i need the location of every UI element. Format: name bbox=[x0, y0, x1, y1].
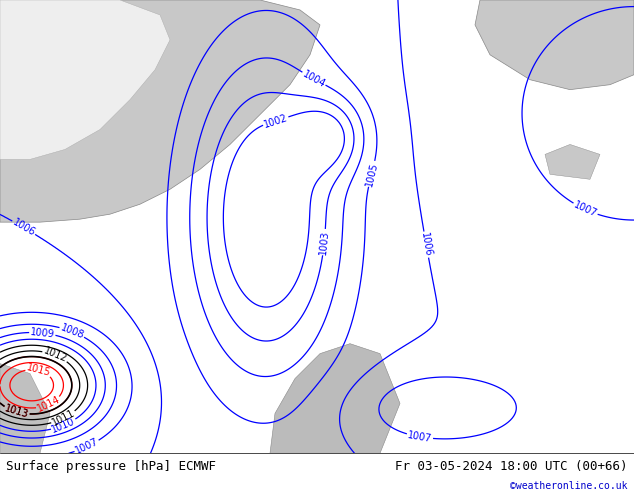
Text: Surface pressure [hPa] ECMWF: Surface pressure [hPa] ECMWF bbox=[6, 460, 216, 473]
Polygon shape bbox=[0, 0, 170, 159]
Text: 1012: 1012 bbox=[42, 346, 68, 365]
Polygon shape bbox=[0, 0, 320, 222]
Text: 1013: 1013 bbox=[3, 404, 30, 420]
Text: 1004: 1004 bbox=[301, 69, 327, 89]
Polygon shape bbox=[270, 343, 400, 453]
Polygon shape bbox=[545, 145, 600, 179]
Polygon shape bbox=[0, 364, 50, 453]
Text: 1011: 1011 bbox=[51, 408, 77, 428]
Text: 1005: 1005 bbox=[364, 161, 379, 187]
Text: 1007: 1007 bbox=[74, 437, 100, 456]
Text: 1003: 1003 bbox=[318, 229, 330, 255]
Text: 1007: 1007 bbox=[407, 430, 433, 444]
Text: 1002: 1002 bbox=[262, 112, 289, 129]
Text: 1006: 1006 bbox=[11, 217, 37, 238]
Text: 1009: 1009 bbox=[30, 327, 55, 340]
Text: 1013: 1013 bbox=[3, 404, 30, 420]
Polygon shape bbox=[475, 0, 634, 90]
Text: 1015: 1015 bbox=[25, 363, 52, 378]
Text: 1010: 1010 bbox=[50, 416, 77, 435]
Text: Fr 03-05-2024 18:00 UTC (00+66): Fr 03-05-2024 18:00 UTC (00+66) bbox=[395, 460, 628, 473]
Text: 1014: 1014 bbox=[36, 394, 62, 414]
Text: 1008: 1008 bbox=[59, 322, 86, 341]
Text: 1006: 1006 bbox=[419, 232, 433, 258]
Text: 1007: 1007 bbox=[572, 200, 598, 219]
Text: ©weatheronline.co.uk: ©weatheronline.co.uk bbox=[510, 481, 628, 490]
